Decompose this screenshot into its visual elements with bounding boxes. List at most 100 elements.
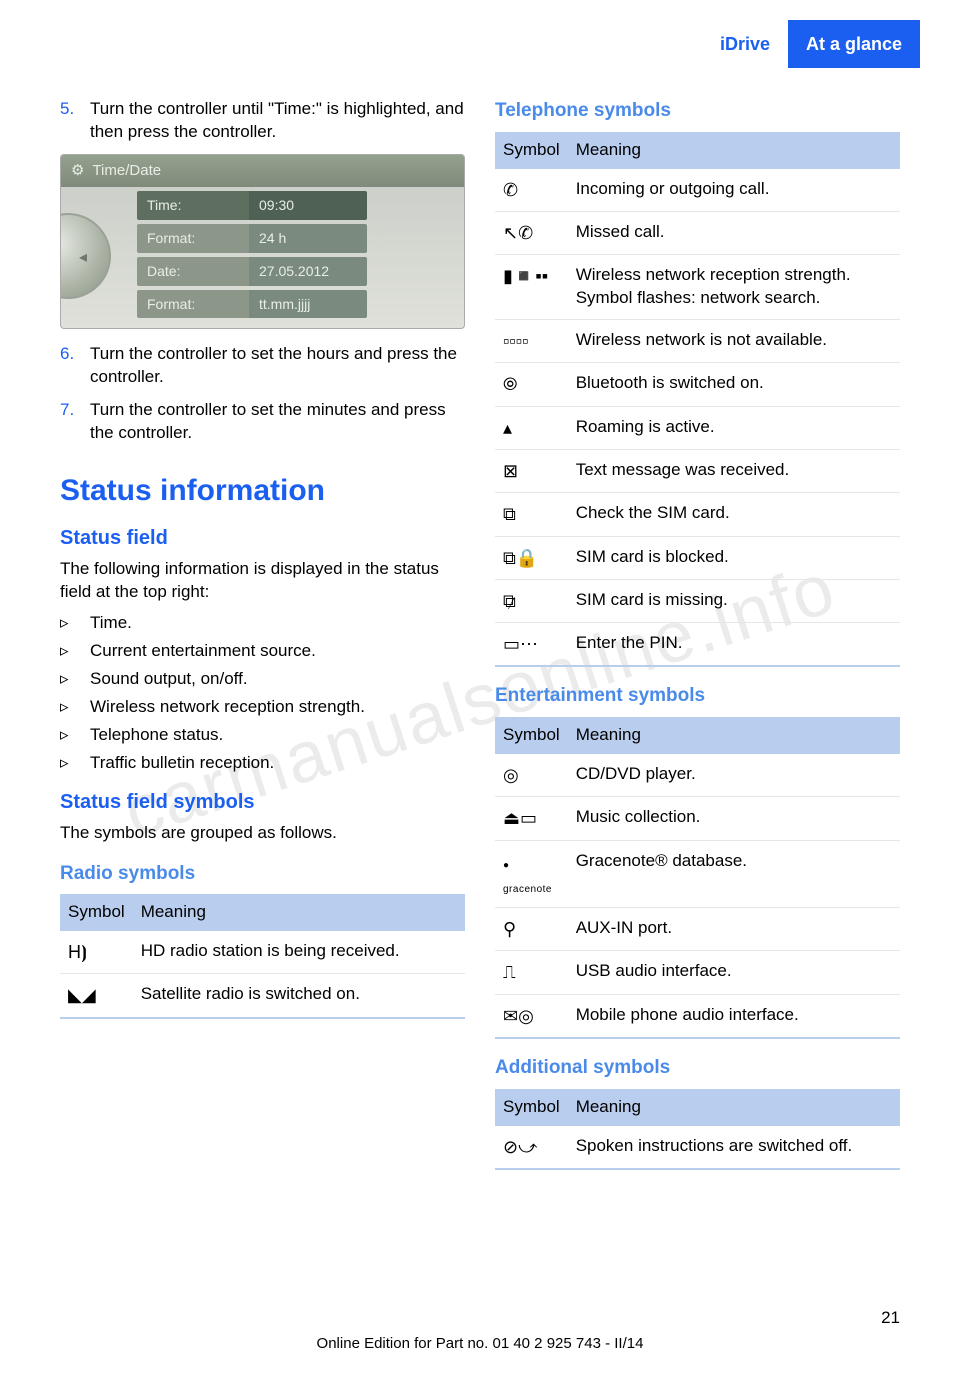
col-meaning: Meaning (568, 717, 900, 754)
symbol-meaning: Gracenote® database. (568, 840, 900, 908)
idrive-list: Time:09:30Format:24 hDate:27.05.2012Form… (137, 191, 450, 323)
bullet-marker-icon (60, 668, 90, 691)
table-row: ▭⋯Enter the PIN. (495, 623, 900, 667)
table-row: H⦘HD radio station is being received. (60, 931, 465, 974)
step-number: 7. (60, 399, 90, 445)
table-row: ▴Roaming is active. (495, 406, 900, 449)
symbol-meaning: Spoken instructions are switched off. (568, 1126, 900, 1169)
symbol-icon: ⊘⤻ (495, 1126, 568, 1169)
list-item-text: Current entertainment source. (90, 640, 465, 663)
heading-telephone-symbols: Telephone symbols (495, 98, 900, 124)
right-column: Telephone symbols Symbol Meaning ✆Incomi… (495, 98, 900, 1178)
idrive-row: Format:24 h (137, 224, 450, 253)
additional-symbols-table: Symbol Meaning ⊘⤻Spoken instructions are… (495, 1089, 900, 1170)
idrive-row: Date:27.05.2012 (137, 257, 450, 286)
step-text: Turn the controller to set the minutes a… (90, 399, 465, 445)
footer-line: Online Edition for Part no. 01 40 2 925 … (0, 1334, 960, 1354)
symbol-icon: ⏏▭ (495, 797, 568, 840)
step-6: 6. Turn the controller to set the hours … (60, 343, 465, 389)
table-row: ⊘⤻Spoken instructions are switched off. (495, 1126, 900, 1169)
col-symbol: Symbol (495, 717, 568, 754)
symbol-meaning: Check the SIM card. (568, 493, 900, 536)
symbol-meaning: Satellite radio is switched on. (133, 974, 465, 1018)
col-meaning: Meaning (568, 1089, 900, 1126)
list-item: Sound output, on/off. (60, 668, 465, 691)
gear-icon: ⚙ (71, 161, 84, 181)
symbol-icon: ▴ (495, 406, 568, 449)
idrive-row-value: tt.mm.jjjj (249, 290, 367, 319)
table-row: ⧉Check the SIM card. (495, 493, 900, 536)
heading-status-field: Status field (60, 525, 465, 552)
symbol-meaning: Wireless network is not available. (568, 320, 900, 363)
symbol-meaning: Music collection. (568, 797, 900, 840)
step-7: 7. Turn the controller to set the minute… (60, 399, 465, 445)
symbol-icon: H⦘ (60, 931, 133, 974)
paragraph-status-field: The following information is displayed i… (60, 558, 465, 604)
symbol-meaning: Incoming or outgoing call. (568, 169, 900, 212)
step-text: Turn the controller to set the hours and… (90, 343, 465, 389)
list-item: Wireless network reception strength. (60, 696, 465, 719)
idrive-row-value: 09:30 (249, 191, 367, 220)
symbol-icon: ⧉̷ (495, 579, 568, 622)
list-item: Current entertainment source. (60, 640, 465, 663)
table-row: ↖✆Missed call. (495, 211, 900, 254)
idrive-row-value: 27.05.2012 (249, 257, 367, 286)
idrive-knob (60, 213, 111, 299)
heading-entertainment-symbols: Entertainment symbols (495, 683, 900, 709)
page-number: 21 (881, 1307, 900, 1330)
table-row: ⚲AUX-IN port. (495, 908, 900, 951)
heading-radio-symbols: Radio symbols (60, 861, 465, 887)
idrive-title: Time/Date (92, 161, 161, 181)
table-row: ◎CD/DVD player. (495, 754, 900, 797)
header-chapter: At a glance (788, 20, 920, 68)
symbol-meaning: SIM card is blocked. (568, 536, 900, 579)
list-item: Time. (60, 612, 465, 635)
heading-status-information: Status information (60, 471, 465, 512)
symbol-meaning: Missed call. (568, 211, 900, 254)
heading-additional-symbols: Additional symbols (495, 1055, 900, 1081)
table-row: ⎍USB audio interface. (495, 951, 900, 994)
table-row: ⏏▭Music collection. (495, 797, 900, 840)
idrive-row-value: 24 h (249, 224, 367, 253)
paragraph-status-symbols: The symbols are grouped as follows. (60, 822, 465, 845)
bullet-marker-icon (60, 724, 90, 747)
symbol-icon: ● gracenote (495, 840, 568, 908)
symbol-icon: ◎ (495, 754, 568, 797)
symbol-meaning: Roaming is active. (568, 406, 900, 449)
symbol-icon: ⊠ (495, 449, 568, 492)
symbol-meaning: Bluetooth is switched on. (568, 363, 900, 406)
symbol-icon: ◣◢ (60, 974, 133, 1018)
symbol-meaning: CD/DVD player. (568, 754, 900, 797)
table-row: ✉◎Mobile phone audio interface. (495, 994, 900, 1038)
table-row: ◣◢Satellite radio is switched on. (60, 974, 465, 1018)
table-row: ⊠Text message was received. (495, 449, 900, 492)
bullet-marker-icon (60, 752, 90, 775)
idrive-row-label: Time: (137, 191, 249, 220)
idrive-row-label: Format: (137, 290, 249, 319)
step-text: Turn the controller until "Time:" is hig… (90, 98, 465, 144)
symbol-meaning: HD radio station is being received. (133, 931, 465, 974)
table-row: ⦾Bluetooth is switched on. (495, 363, 900, 406)
symbol-icon: ↖✆ (495, 211, 568, 254)
col-symbol: Symbol (495, 132, 568, 169)
symbol-meaning: Mobile phone audio interface. (568, 994, 900, 1038)
radio-symbols-table: Symbol Meaning H⦘HD radio station is bei… (60, 894, 465, 1019)
symbol-icon: ✉◎ (495, 994, 568, 1038)
symbol-meaning: Text message was received. (568, 449, 900, 492)
left-column: 5. Turn the controller until "Time:" is … (60, 98, 465, 1178)
symbol-meaning: SIM card is missing. (568, 579, 900, 622)
symbol-icon: ⧉🔒 (495, 536, 568, 579)
bullet-marker-icon (60, 612, 90, 635)
list-item-text: Sound output, on/off. (90, 668, 465, 691)
table-row: ⧉🔒SIM card is blocked. (495, 536, 900, 579)
step-5: 5. Turn the controller until "Time:" is … (60, 98, 465, 144)
table-row: ▮◾▪▪Wireless network reception strength.… (495, 255, 900, 320)
step-number: 5. (60, 98, 90, 144)
symbol-meaning: Wireless network reception strength. Sym… (568, 255, 900, 320)
symbol-meaning: Enter the PIN. (568, 623, 900, 667)
page-content: 5. Turn the controller until "Time:" is … (0, 68, 960, 1178)
col-meaning: Meaning (568, 132, 900, 169)
idrive-row-label: Date: (137, 257, 249, 286)
table-row: ▫▫▫▫Wireless network is not available. (495, 320, 900, 363)
table-row: ✆Incoming or outgoing call. (495, 169, 900, 212)
